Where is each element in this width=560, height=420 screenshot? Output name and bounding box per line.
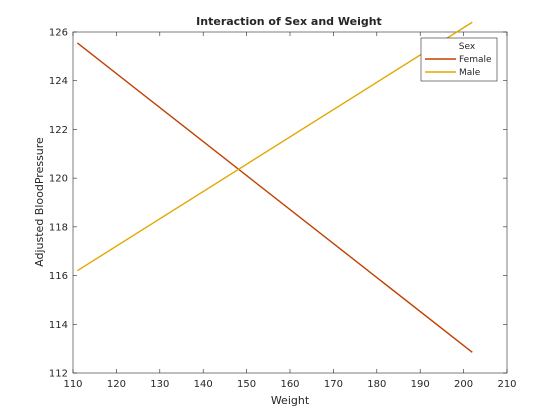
series-line-female <box>76 42 473 353</box>
series-layer <box>76 21 473 353</box>
y-tick-label: 124 <box>49 76 68 87</box>
series-line-male <box>76 21 473 272</box>
y-tick-label: 118 <box>49 222 68 233</box>
y-tick-label: 122 <box>49 125 68 136</box>
x-tick-label: 150 <box>237 379 256 390</box>
legend: Sex Female Male <box>420 37 498 82</box>
legend-entries: Female Male <box>425 55 492 78</box>
legend-label-male: Male <box>459 68 481 78</box>
y-tick-label: 126 <box>49 28 68 39</box>
legend-label-female: Female <box>459 55 492 65</box>
x-tick-label: 130 <box>150 379 169 390</box>
y-tick-label: 116 <box>49 271 68 282</box>
x-tick-label: 170 <box>324 379 343 390</box>
legend-title: Sex <box>459 42 476 52</box>
x-axis-label: Weight <box>271 394 310 407</box>
x-tick-label: 120 <box>107 379 126 390</box>
x-tick-label: 110 <box>63 379 82 390</box>
y-tick-label: 112 <box>49 369 68 380</box>
y-tick-label: 114 <box>49 320 68 331</box>
y-axis-label: Adjusted BloodPressure <box>33 137 46 267</box>
chart-title: Interaction of Sex and Weight <box>196 15 382 28</box>
y-tick-label: 120 <box>49 174 68 185</box>
x-tick-label: 190 <box>411 379 430 390</box>
x-tick-label: 160 <box>280 379 299 390</box>
plot-area <box>72 31 508 374</box>
x-tick-label: 200 <box>454 379 473 390</box>
x-tick-label: 210 <box>497 379 516 390</box>
x-tick-label: 180 <box>367 379 386 390</box>
y-axis-ticks: 112 114 116 118 120 122 124 126 <box>49 28 507 380</box>
x-tick-label: 140 <box>194 379 213 390</box>
x-axis-ticks: 110 120 130 140 150 160 170 180 190 200 210 <box>63 32 517 390</box>
